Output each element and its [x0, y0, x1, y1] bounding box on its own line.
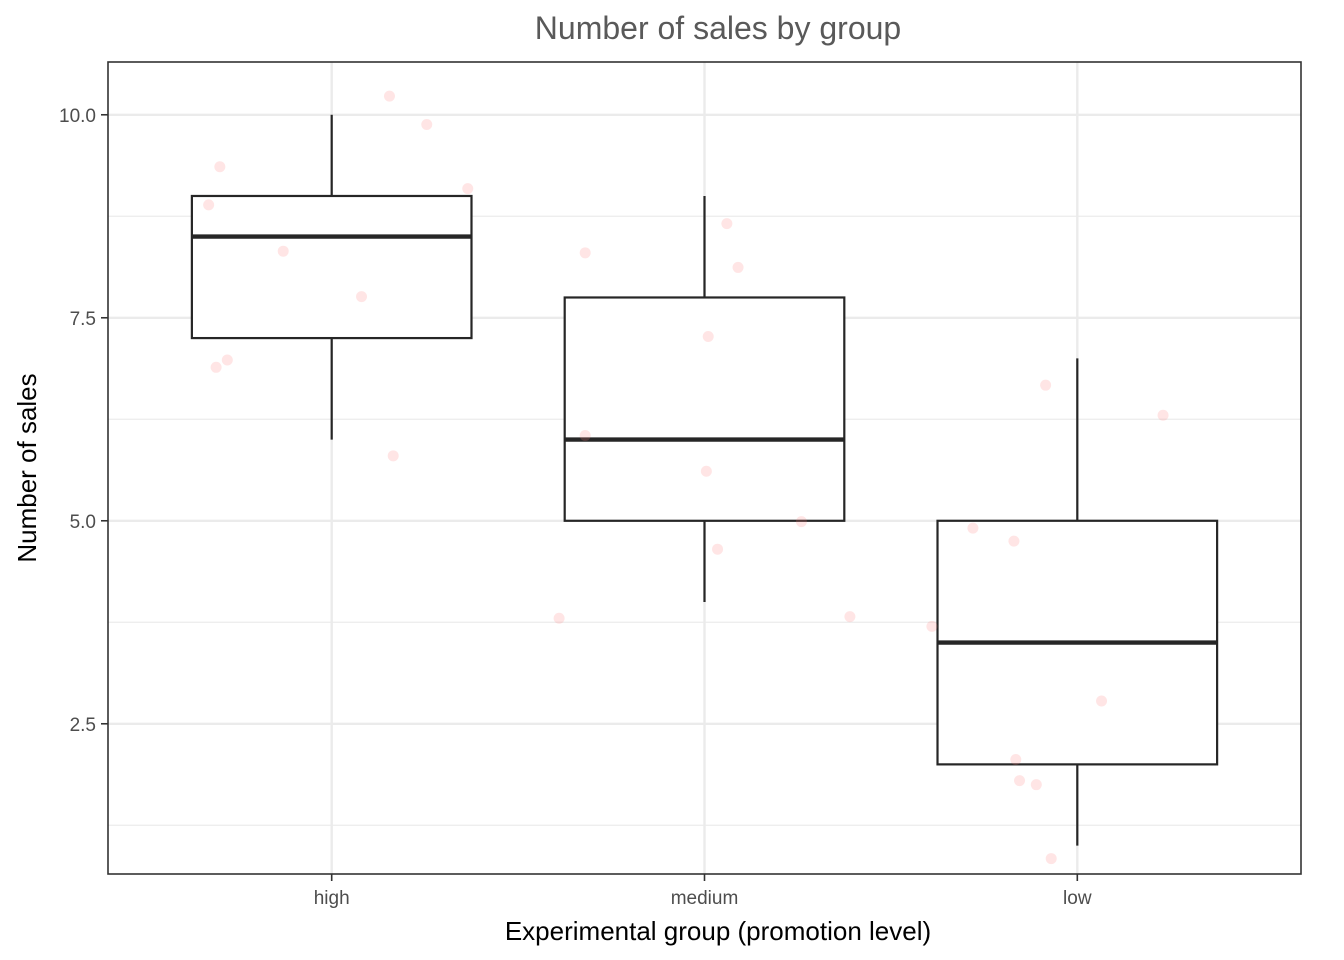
data-point — [214, 161, 226, 173]
plot-panel: 2.5 5.0 7.5 10.0 high medium low — [59, 61, 1302, 909]
data-point — [210, 361, 222, 373]
data-point — [1014, 775, 1026, 787]
data-point — [356, 291, 368, 303]
data-point — [203, 199, 215, 211]
data-point — [1030, 779, 1042, 791]
data-point — [421, 119, 433, 131]
data-point — [553, 612, 565, 624]
data-point — [462, 183, 474, 195]
x-axis-title: Experimental group (promotion level) — [505, 916, 931, 946]
chart-title: Number of sales by group — [535, 10, 901, 46]
data-point — [1040, 379, 1052, 391]
data-point — [1157, 409, 1169, 421]
data-point — [579, 247, 591, 259]
data-point — [383, 90, 395, 102]
data-point — [387, 450, 399, 462]
data-point — [579, 430, 591, 442]
x-tick-label: low — [1063, 888, 1092, 909]
data-point — [277, 245, 289, 257]
data-point — [844, 611, 856, 623]
y-tick-label: 5.0 — [70, 512, 96, 533]
data-point — [221, 354, 233, 366]
data-point — [721, 218, 733, 230]
y-axis-title: Number of sales — [12, 373, 42, 562]
data-point — [702, 330, 714, 342]
data-point — [1010, 754, 1022, 766]
data-point — [732, 261, 744, 273]
y-tick-label: 2.5 — [70, 715, 96, 736]
box-medium — [563, 296, 846, 522]
data-point — [700, 465, 712, 477]
y-tick-label: 10.0 — [59, 106, 96, 127]
data-point — [926, 620, 938, 632]
data-point — [712, 543, 724, 555]
x-tick-label: high — [314, 888, 350, 909]
data-point — [1008, 535, 1020, 547]
data-point — [967, 522, 979, 534]
data-point — [1045, 853, 1057, 865]
x-tick-label: medium — [671, 888, 739, 909]
y-tick-label: 7.5 — [70, 309, 96, 330]
data-point — [795, 516, 807, 528]
box-high — [190, 194, 473, 340]
data-point — [1096, 695, 1108, 707]
